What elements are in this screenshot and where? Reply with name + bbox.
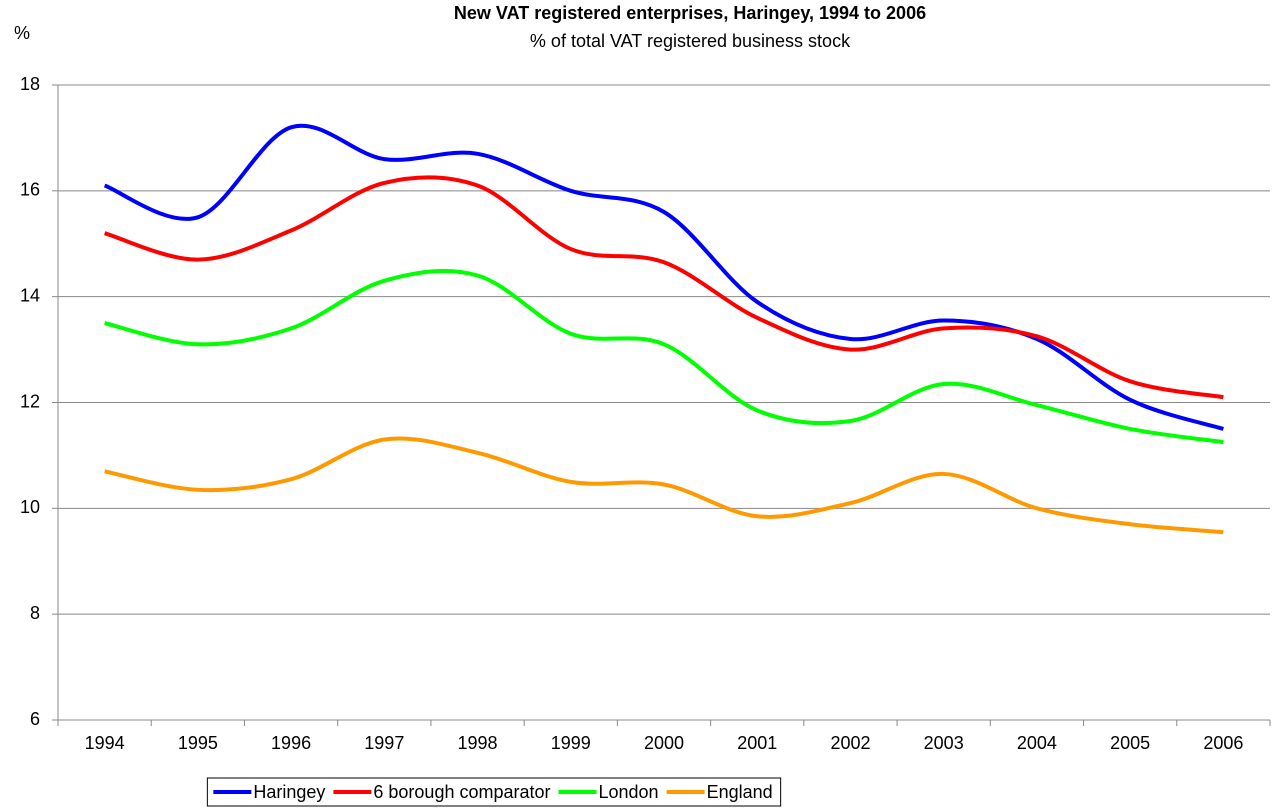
x-tick-label: 2001 [737, 733, 777, 753]
legend-label: London [599, 782, 659, 802]
y-tick-label: 10 [20, 497, 40, 517]
x-tick-label: 2000 [644, 733, 684, 753]
x-tick-label: 1999 [551, 733, 591, 753]
x-tick-label: 1995 [178, 733, 218, 753]
x-tick-label: 2003 [924, 733, 964, 753]
series-line [104, 269, 1224, 445]
y-tick-label: 12 [20, 391, 40, 411]
x-tick-label: 1994 [85, 733, 125, 753]
chart-subtitle: % of total VAT registered business stock [530, 31, 851, 51]
y-tick-label: 14 [20, 285, 40, 305]
legend-label: 6 borough comparator [373, 782, 550, 802]
series-line [103, 123, 1224, 431]
legend-label: England [707, 782, 773, 802]
x-tick-label: 1997 [364, 733, 404, 753]
y-axis-label: % [14, 23, 30, 43]
chart-title: New VAT registered enterprises, Haringey… [454, 3, 926, 23]
legend: Haringey 6 borough comparator London Englan… [206, 777, 782, 807]
x-tick-label: 1996 [271, 733, 311, 753]
series-line [104, 436, 1224, 535]
x-tick-label: 2006 [1203, 733, 1243, 753]
y-tick-label: 16 [20, 180, 40, 200]
y-tick-label: 6 [30, 709, 40, 729]
series-line [104, 175, 1224, 400]
x-tick-label: 1998 [458, 733, 498, 753]
x-tick-label: 2002 [830, 733, 870, 753]
legend-label: Haringey [253, 782, 325, 802]
y-tick-label: 18 [20, 74, 40, 94]
x-tick-label: 2005 [1110, 733, 1150, 753]
x-tick-label: 2004 [1017, 733, 1057, 753]
y-tick-label: 8 [30, 603, 40, 623]
